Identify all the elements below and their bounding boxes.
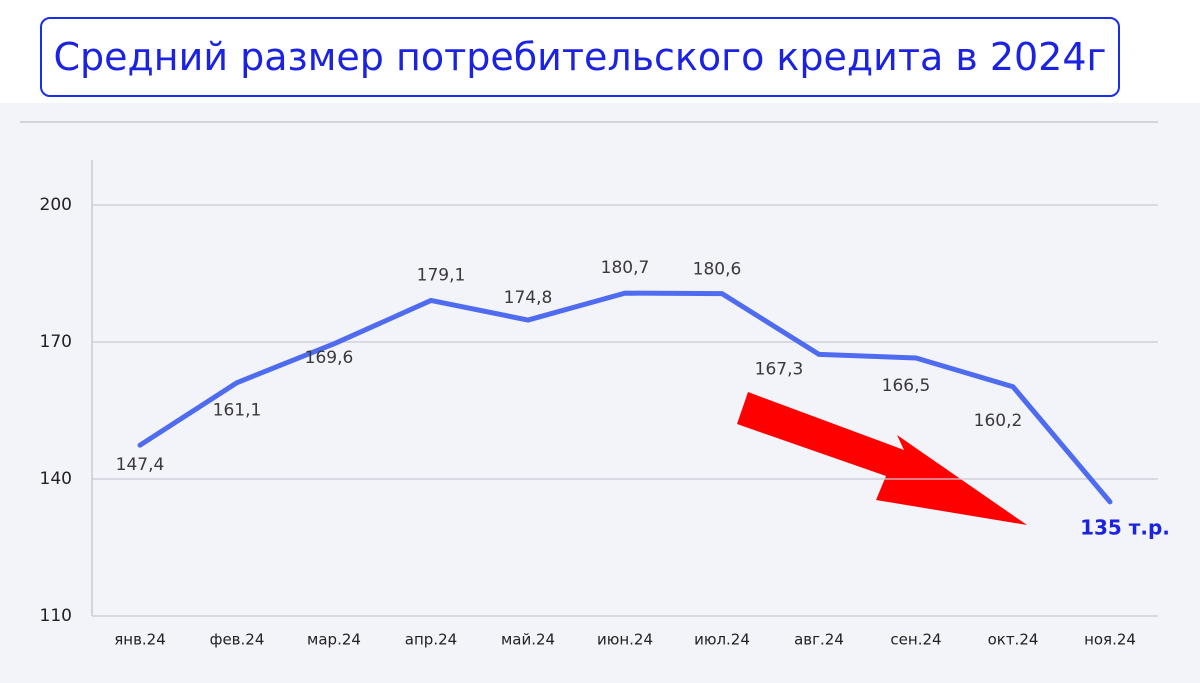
x-tick-label: янв.24 <box>114 631 166 649</box>
value-label: 135 т.р. <box>1080 515 1170 539</box>
trend-arrow <box>737 392 1027 525</box>
value-label: 174,8 <box>504 288 553 308</box>
value-label: 167,3 <box>755 359 804 379</box>
x-tick-label: май.24 <box>501 631 555 649</box>
value-label: 160,2 <box>974 411 1023 431</box>
value-label: 166,5 <box>882 376 931 396</box>
x-tick-label: июл.24 <box>694 631 750 649</box>
title-box: Средний размер потребительского кредита … <box>40 17 1120 97</box>
value-label: 180,7 <box>601 258 650 278</box>
x-tick-label: фев.24 <box>210 631 265 649</box>
y-tick-label: 200 <box>40 195 72 215</box>
value-label: 169,6 <box>305 348 354 368</box>
x-tick-label: окт.24 <box>988 631 1039 649</box>
chart-title: Средний размер потребительского кредита … <box>53 35 1107 79</box>
x-tick-label: авг.24 <box>794 631 844 649</box>
y-tick-label: 110 <box>40 606 72 626</box>
value-label: 147,4 <box>116 455 165 475</box>
y-tick-label: 140 <box>40 469 72 489</box>
y-tick-label: 170 <box>40 332 72 352</box>
x-tick-label: ноя.24 <box>1084 631 1136 649</box>
value-label: 180,6 <box>693 260 742 280</box>
value-label: 161,1 <box>213 401 262 421</box>
x-tick-label: сен.24 <box>890 631 941 649</box>
value-label: 179,1 <box>417 265 466 285</box>
x-tick-label: апр.24 <box>405 631 457 649</box>
x-tick-label: мар.24 <box>307 631 361 649</box>
chart-background <box>0 103 1200 683</box>
x-tick-label: июн.24 <box>597 631 653 649</box>
data-line <box>137 290 1113 505</box>
